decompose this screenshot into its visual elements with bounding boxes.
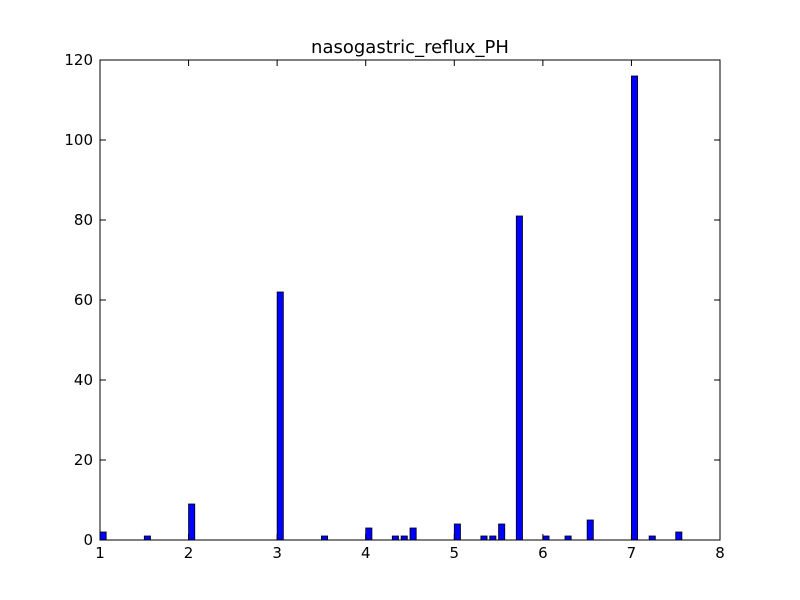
x-tick-label: 5 — [450, 544, 460, 562]
bar-7 — [400, 535, 408, 541]
bar-0 — [99, 531, 107, 541]
bar-3 — [276, 291, 284, 541]
x-tick-label: 4 — [361, 544, 371, 562]
bar-15 — [564, 535, 572, 541]
x-tick-label: 1 — [95, 544, 105, 562]
bar-13 — [515, 215, 523, 541]
bar-5 — [365, 527, 373, 541]
bar-11 — [489, 535, 497, 541]
y-tick-label: 60 — [74, 291, 93, 309]
chart-title: nasogastric_reflux_PH — [311, 37, 509, 58]
plot-frame — [99, 59, 721, 541]
bar-17 — [631, 75, 639, 541]
bar-19 — [675, 531, 683, 541]
x-tick-label: 8 — [715, 544, 725, 562]
y-tick-label: 20 — [74, 451, 93, 469]
x-tick-label: 2 — [184, 544, 194, 562]
bar-14 — [542, 535, 550, 541]
bar-10 — [480, 535, 488, 541]
y-tick-label: 100 — [64, 131, 93, 149]
bar-12 — [498, 523, 506, 541]
y-tick-label: 40 — [74, 371, 93, 389]
bar-9 — [453, 523, 461, 541]
y-tick-label: 80 — [74, 211, 93, 229]
bar-4 — [321, 535, 329, 541]
bar-16 — [586, 519, 594, 541]
y-tick-label: 0 — [83, 531, 93, 549]
bar-18 — [648, 535, 656, 541]
bar-2 — [188, 503, 196, 541]
bar-6 — [391, 535, 399, 541]
x-tick-label: 7 — [627, 544, 637, 562]
x-tick-label: 3 — [272, 544, 282, 562]
x-tick-label: 6 — [538, 544, 548, 562]
bar-1 — [143, 535, 151, 541]
bar-8 — [409, 527, 417, 541]
bars-group — [99, 75, 683, 541]
y-tick-label: 120 — [64, 51, 93, 69]
